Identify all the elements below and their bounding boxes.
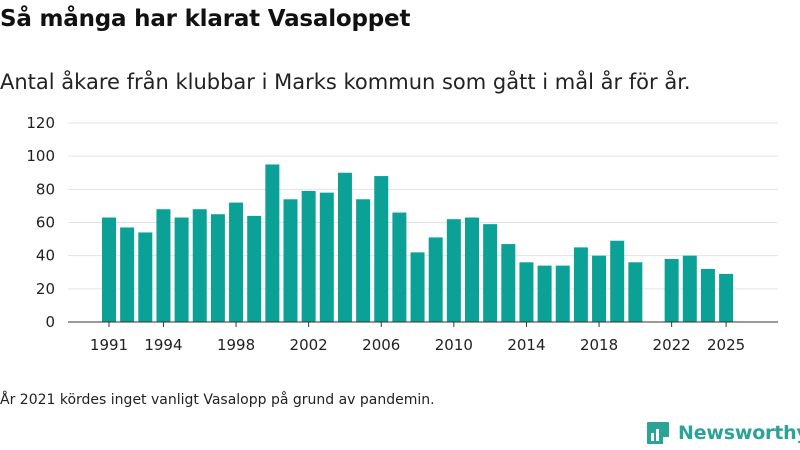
bar-1996 <box>192 209 207 322</box>
bar-2010 <box>446 219 461 322</box>
y-tick-label: 100 <box>26 147 55 165</box>
bar-2005 <box>356 199 371 322</box>
bar-2008 <box>410 252 425 322</box>
bar-2011 <box>465 217 479 322</box>
x-tick-label: 2002 <box>290 336 328 354</box>
x-tick-label: 2014 <box>507 336 545 354</box>
bar-2002 <box>301 190 316 322</box>
bar-1998 <box>229 202 244 322</box>
bar-2022 <box>664 258 679 322</box>
bar-2009 <box>428 237 443 322</box>
bar-2016 <box>555 265 570 322</box>
y-tick-label: 120 <box>26 114 55 132</box>
newsworthy-logo: Newsworthy <box>645 420 800 446</box>
bar-1995 <box>174 217 189 322</box>
bar-2000 <box>265 164 280 322</box>
bar-2013 <box>501 244 516 322</box>
bar-2003 <box>319 192 334 322</box>
bar-1994 <box>156 209 171 322</box>
bar-2025 <box>719 273 734 322</box>
bar-1991 <box>102 217 116 322</box>
y-tick-label: 80 <box>36 180 55 198</box>
x-tick-label: 1994 <box>144 336 182 354</box>
y-tick-label: 40 <box>36 247 55 265</box>
y-tick-label: 20 <box>36 280 55 298</box>
bar-2006 <box>374 176 389 322</box>
bar-1997 <box>210 214 225 322</box>
x-tick-label: 2018 <box>580 336 618 354</box>
x-tick-label: 2025 <box>707 336 745 354</box>
bar-2014 <box>519 262 534 322</box>
chart-title: Så många har klarat Vasaloppet <box>0 6 411 32</box>
footnote: År 2021 kördes inget vanligt Vasalopp på… <box>0 392 435 408</box>
bar-1992 <box>120 227 135 322</box>
x-tick-label: 2006 <box>362 336 400 354</box>
bar-1993 <box>138 232 153 322</box>
y-tick-label: 60 <box>36 214 55 232</box>
bar-2001 <box>283 199 298 322</box>
x-tick-label: 2010 <box>435 336 473 354</box>
bar-2015 <box>537 265 552 322</box>
bar-2019 <box>610 240 625 322</box>
x-tick-label: 2022 <box>653 336 691 354</box>
bar-1999 <box>247 215 262 322</box>
axes: 0 20 40 60 80 100 120 1991 1994 1998 2002 2006 2010 2… <box>26 114 778 354</box>
logo-text: Newsworthy <box>678 422 800 444</box>
bar-2004 <box>337 172 352 322</box>
bar-2023 <box>682 255 697 322</box>
bars <box>102 164 734 322</box>
bar-2007 <box>392 212 407 322</box>
bar-2012 <box>483 224 498 322</box>
x-tick-label: 1991 <box>90 336 128 354</box>
bar-2020 <box>628 262 643 322</box>
newsworthy-logo-icon <box>647 422 669 444</box>
bar-2017 <box>573 247 588 322</box>
chart-subtitle: Antal åkare från klubbar i Marks kommun … <box>0 70 691 94</box>
x-tick-label: 1998 <box>217 336 255 354</box>
y-tick-label: 0 <box>45 313 55 331</box>
bar-2024 <box>700 268 715 322</box>
bar-2018 <box>592 255 607 322</box>
